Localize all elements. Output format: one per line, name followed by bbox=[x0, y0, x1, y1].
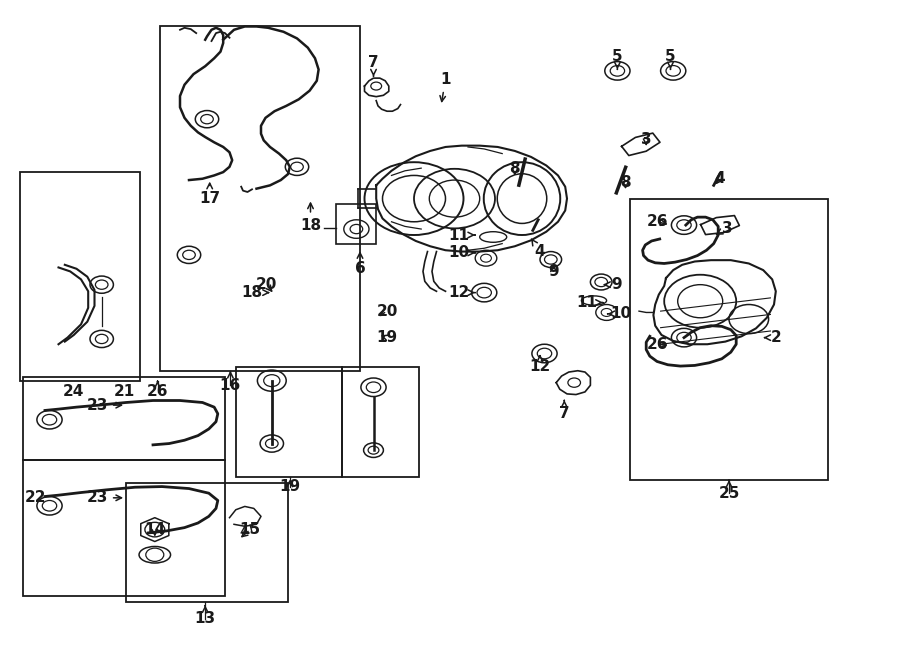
Bar bbox=[342, 367, 418, 477]
Text: 24: 24 bbox=[63, 385, 85, 399]
Text: 5: 5 bbox=[665, 49, 676, 70]
Text: 26: 26 bbox=[646, 337, 668, 352]
Text: 3: 3 bbox=[716, 221, 733, 236]
Text: 12: 12 bbox=[529, 355, 551, 374]
Bar bbox=[336, 204, 376, 244]
Text: 11: 11 bbox=[448, 228, 475, 242]
Text: 14: 14 bbox=[144, 522, 166, 537]
Text: 17: 17 bbox=[199, 183, 220, 206]
Text: 15: 15 bbox=[239, 522, 261, 537]
Text: 4: 4 bbox=[531, 239, 545, 259]
Text: 11: 11 bbox=[576, 295, 603, 310]
Text: 22: 22 bbox=[24, 491, 46, 505]
Text: 26: 26 bbox=[147, 381, 168, 399]
Text: 1: 1 bbox=[440, 72, 451, 101]
Bar bbox=[22, 460, 225, 596]
Text: 6: 6 bbox=[355, 253, 365, 275]
Text: 16: 16 bbox=[220, 372, 241, 393]
Text: 21: 21 bbox=[113, 385, 135, 399]
Text: 5: 5 bbox=[612, 49, 623, 70]
Bar bbox=[22, 377, 225, 460]
Text: 18: 18 bbox=[300, 203, 321, 232]
Text: 25: 25 bbox=[718, 480, 740, 500]
Text: 2: 2 bbox=[764, 330, 781, 345]
Bar bbox=[236, 367, 342, 477]
Text: 9: 9 bbox=[548, 264, 559, 279]
Text: 23: 23 bbox=[86, 398, 122, 412]
Text: 23: 23 bbox=[86, 491, 122, 505]
Text: 8: 8 bbox=[509, 162, 520, 176]
Bar bbox=[160, 26, 360, 371]
Text: 9: 9 bbox=[605, 277, 622, 292]
Text: 8: 8 bbox=[620, 175, 631, 189]
Text: 19: 19 bbox=[376, 330, 398, 345]
Text: 4: 4 bbox=[715, 171, 725, 186]
Bar bbox=[126, 483, 288, 602]
Text: 19: 19 bbox=[279, 479, 301, 494]
Text: 20: 20 bbox=[376, 304, 398, 318]
Text: 26: 26 bbox=[646, 214, 668, 229]
Bar bbox=[630, 199, 828, 480]
Text: 7: 7 bbox=[368, 56, 379, 76]
Text: 3: 3 bbox=[641, 132, 652, 146]
Text: 13: 13 bbox=[194, 606, 216, 626]
Text: 10: 10 bbox=[608, 307, 632, 321]
Text: 7: 7 bbox=[559, 401, 570, 421]
Text: 18: 18 bbox=[241, 285, 268, 300]
Text: 12: 12 bbox=[448, 285, 475, 300]
Text: 10: 10 bbox=[448, 246, 475, 260]
Text: 20: 20 bbox=[256, 277, 277, 292]
Bar bbox=[20, 172, 140, 381]
